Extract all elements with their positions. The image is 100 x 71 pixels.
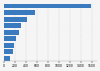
Bar <box>4 4 91 8</box>
Bar <box>4 30 19 35</box>
Bar <box>4 17 27 22</box>
Bar <box>4 23 21 28</box>
Bar <box>4 36 16 41</box>
Bar <box>4 56 10 61</box>
Bar <box>4 10 35 15</box>
Bar <box>4 49 13 54</box>
Bar <box>4 43 14 48</box>
